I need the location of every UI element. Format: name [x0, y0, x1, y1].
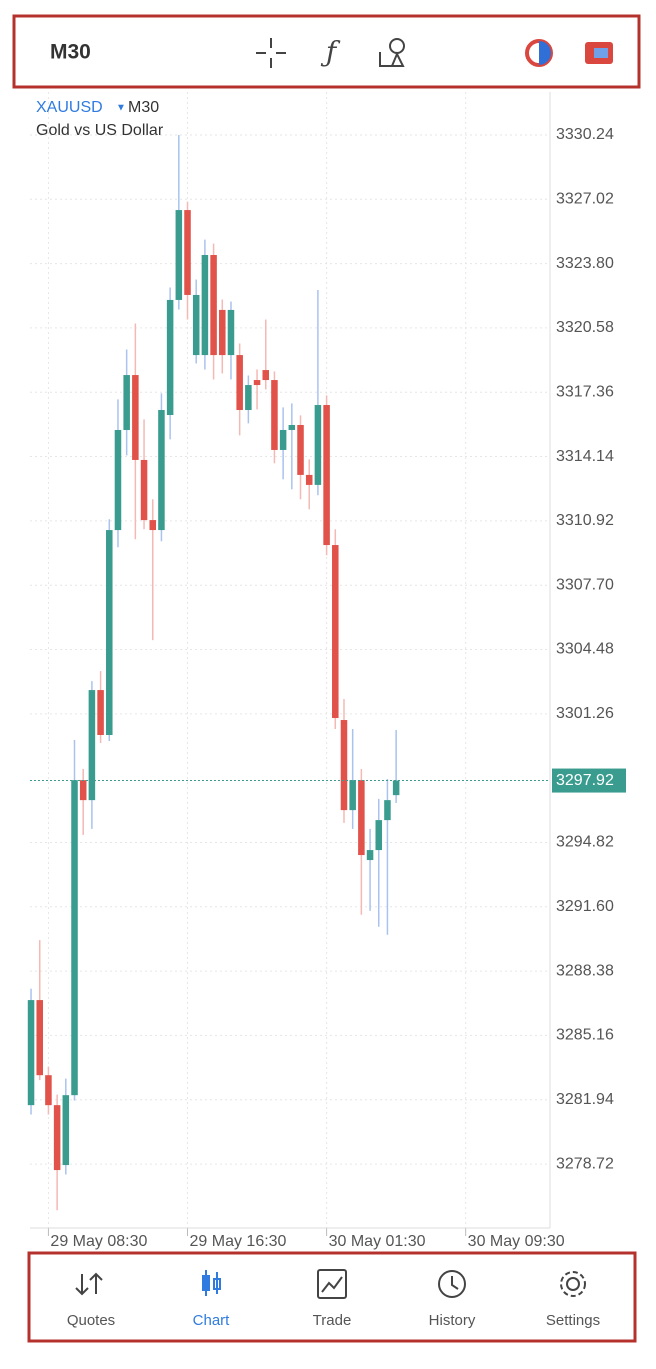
- last-price-tag: [552, 768, 626, 793]
- candle-body: [79, 780, 87, 801]
- candle-body: [71, 780, 78, 1096]
- y-tick-label: 3304.48: [556, 641, 614, 658]
- toolbar-frame: [12, 14, 641, 89]
- candle-body: [175, 210, 183, 300]
- timeframe-button[interactable]: M30: [50, 41, 91, 64]
- candle-body: [236, 355, 243, 411]
- candle-body: [123, 375, 130, 430]
- y-tick-label: 3291.60: [556, 898, 614, 915]
- candle-body: [245, 385, 252, 411]
- candle-body: [392, 780, 400, 796]
- candle-body: [340, 720, 348, 811]
- candle-body: [158, 410, 165, 531]
- y-tick-label: 3294.82: [556, 834, 614, 851]
- last-price-label: 3297.92: [556, 772, 614, 789]
- candle-body: [288, 424, 296, 430]
- y-tick-label: 3278.72: [556, 1155, 614, 1172]
- nav-item[interactable]: Quotes: [67, 1312, 115, 1329]
- candle-body: [349, 780, 356, 811]
- x-tick-label: 29 May 08:30: [50, 1233, 147, 1250]
- candle-body: [114, 429, 122, 531]
- candle-body: [166, 299, 174, 416]
- candle-body: [314, 405, 322, 485]
- crosshair-icon[interactable]: [256, 38, 286, 68]
- y-tick-label: 3281.94: [556, 1091, 614, 1108]
- candle-body: [62, 1095, 70, 1166]
- indicators-icon[interactable]: ƒ: [320, 36, 341, 69]
- candle-body: [253, 380, 261, 386]
- candle-body: [45, 1075, 52, 1106]
- nav-bar: Quotes Chart Trade History Settings: [67, 1312, 600, 1329]
- candle-body: [297, 424, 304, 475]
- x-tick-label: 29 May 16:30: [190, 1233, 287, 1250]
- candle-body: [271, 380, 278, 450]
- nav-item[interactable]: Chart: [193, 1312, 231, 1329]
- candle-body: [184, 210, 191, 295]
- candle-body: [305, 474, 313, 485]
- candle-body: [106, 530, 113, 736]
- nav-item[interactable]: Settings: [546, 1312, 600, 1329]
- candle-body: [140, 459, 148, 521]
- y-tick-label: 3323.80: [556, 255, 614, 272]
- symbol-dropdown[interactable]: ▼: [116, 103, 126, 114]
- y-tick-label: 3301.26: [556, 705, 614, 722]
- y-tick-label: 3285.16: [556, 1027, 614, 1044]
- candle-body: [210, 254, 217, 356]
- account-icon[interactable]: [585, 42, 613, 64]
- candle-body: [88, 690, 96, 801]
- y-tick-label: 3307.70: [556, 576, 614, 593]
- candle-body: [279, 429, 287, 450]
- y-tick-label: 3314.14: [556, 448, 614, 465]
- symbol[interactable]: XAUUSD: [36, 99, 103, 116]
- y-tick-label: 3288.38: [556, 962, 614, 979]
- x-tick-label: 30 May 01:30: [329, 1233, 426, 1250]
- candle-body: [219, 309, 226, 356]
- y-tick-label: 3320.58: [556, 319, 614, 336]
- nav-item[interactable]: History: [429, 1312, 476, 1329]
- candle-body: [132, 375, 139, 460]
- objects-icon[interactable]: [379, 38, 405, 67]
- candle-body: [262, 370, 270, 381]
- y-tick-label: 3317.36: [556, 383, 614, 400]
- symbol-description: Gold vs US Dollar: [36, 122, 164, 139]
- candle-body: [332, 545, 339, 719]
- trade-icon[interactable]: [525, 39, 553, 67]
- candle-body: [227, 309, 235, 356]
- candle-body: [149, 520, 157, 531]
- candle-body: [366, 850, 374, 861]
- candle-body: [36, 1000, 43, 1076]
- candle-body: [323, 405, 330, 546]
- candle-body: [384, 800, 391, 821]
- candle-body: [201, 254, 209, 356]
- candle-body: [97, 690, 104, 736]
- candle-body: [53, 1105, 61, 1171]
- candle-body: [358, 780, 365, 856]
- candle-body: [192, 294, 200, 356]
- x-tick-label: 30 May 09:30: [468, 1233, 565, 1250]
- nav-icons: [75, 1269, 586, 1299]
- candle-body: [375, 820, 383, 851]
- nav-item[interactable]: Trade: [313, 1312, 352, 1329]
- y-tick-label: 3327.02: [556, 190, 614, 207]
- y-tick-label: 3330.24: [556, 126, 614, 143]
- y-tick-label: 3310.92: [556, 512, 614, 529]
- chart: 3330.24 3327.02 3323.80 3320.58 3317.36 3314.…: [27, 92, 626, 1250]
- chart-timeframe: M30: [128, 99, 159, 116]
- candle-body: [27, 1000, 35, 1106]
